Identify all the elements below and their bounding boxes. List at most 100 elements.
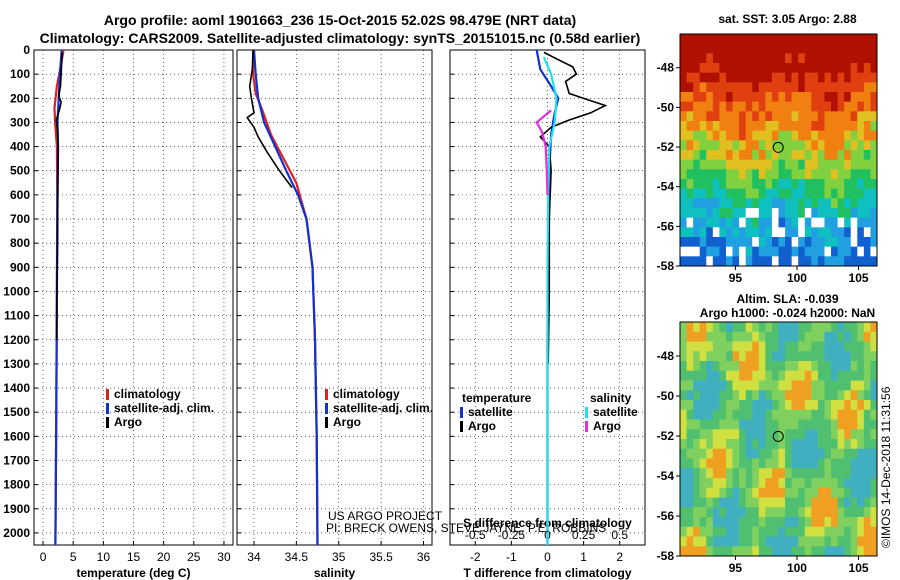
map-cell [712, 351, 720, 362]
lat-tick-label: -52 [657, 429, 675, 443]
y-tick-label: 1300 [3, 357, 30, 371]
map-cell [798, 390, 806, 401]
map-cell [870, 101, 878, 112]
map-cell [778, 130, 786, 141]
map-cell [758, 101, 766, 112]
map-cell [686, 121, 694, 132]
map-cell [817, 341, 825, 352]
map-cell [771, 208, 779, 219]
map-cell [680, 526, 688, 537]
map-cell [739, 429, 747, 440]
map-cell [857, 130, 865, 141]
map-cell [811, 409, 819, 420]
map-cell [758, 43, 766, 54]
map-cell [791, 341, 799, 352]
map-cell [791, 227, 799, 238]
map-cell [804, 380, 812, 391]
map-cell [778, 370, 786, 381]
map-cell [732, 130, 740, 141]
map-cell [686, 487, 694, 498]
map-cell [693, 101, 701, 112]
map-cell [765, 370, 773, 381]
map-cell [837, 179, 845, 190]
map-cell [739, 526, 747, 537]
map-cell [831, 63, 839, 74]
map-cell [817, 237, 825, 248]
y-tick-label: 300 [10, 115, 30, 129]
x-tick-label: -2 [470, 550, 481, 564]
y-tick-label: 800 [10, 236, 30, 250]
map-cell [778, 497, 786, 508]
map-cell [824, 409, 832, 420]
map-cell [699, 429, 707, 440]
map-cell [837, 169, 845, 180]
map-cell [870, 497, 878, 508]
map-cell [680, 517, 688, 528]
map-cell [712, 478, 720, 489]
map-cell [831, 478, 839, 489]
map-cell [693, 361, 701, 372]
map-cell [752, 439, 760, 450]
map-cell [706, 101, 714, 112]
map-cell [758, 198, 766, 209]
map-cell [680, 429, 688, 440]
map-cell [785, 34, 793, 45]
y-tick-label: 200 [10, 91, 30, 105]
map-cell [811, 341, 819, 352]
map-cell [758, 439, 766, 450]
map-cell [785, 497, 793, 508]
map-cell [771, 82, 779, 93]
map-cell [791, 217, 799, 228]
map-cell [831, 390, 839, 401]
map-cell [732, 380, 740, 391]
lon-tick-label: 95 [729, 561, 743, 575]
map-cell [778, 390, 786, 401]
map-cell [765, 526, 773, 537]
map-cell [680, 169, 688, 180]
map-cell [844, 82, 852, 93]
map-cell [752, 370, 760, 381]
x-tick-label: -1 [506, 550, 517, 564]
map-cell [739, 380, 747, 391]
map-cell [699, 487, 707, 498]
map-cell [837, 351, 845, 362]
map-cell [824, 419, 832, 430]
map-cell [686, 130, 694, 141]
map-cell [798, 536, 806, 547]
map-cell [732, 179, 740, 190]
map-cell [758, 130, 766, 141]
map-cell [712, 63, 720, 74]
map-cell [804, 34, 812, 45]
map-cell [765, 198, 773, 209]
map-cell [706, 331, 714, 342]
map-cell [712, 169, 720, 180]
x-tick-label: 25 [187, 550, 201, 564]
map-cell [804, 390, 812, 401]
map-cell [686, 380, 694, 391]
map-cell [863, 72, 871, 83]
map-cell [844, 256, 852, 267]
map-cell [719, 380, 727, 391]
map-cell [817, 526, 825, 537]
map-cell [804, 351, 812, 362]
map-cell [817, 361, 825, 372]
map-cell [725, 487, 734, 498]
map-cell [844, 130, 852, 141]
legend-swatch [585, 421, 588, 432]
map-cell [680, 487, 688, 498]
map-cell [758, 517, 766, 528]
map-cell [804, 370, 812, 381]
map-cell [824, 487, 832, 498]
map-cell [752, 227, 760, 238]
map-cell [817, 246, 825, 257]
map-cell [817, 198, 825, 209]
map-cell [771, 400, 779, 411]
map-cell [745, 322, 753, 333]
map-cell [680, 188, 688, 199]
map-cell [870, 517, 878, 528]
map-cell [758, 159, 766, 170]
map-cell [798, 246, 806, 257]
map-cell [804, 237, 812, 248]
map-cell [850, 400, 858, 411]
map-cell [725, 419, 734, 430]
